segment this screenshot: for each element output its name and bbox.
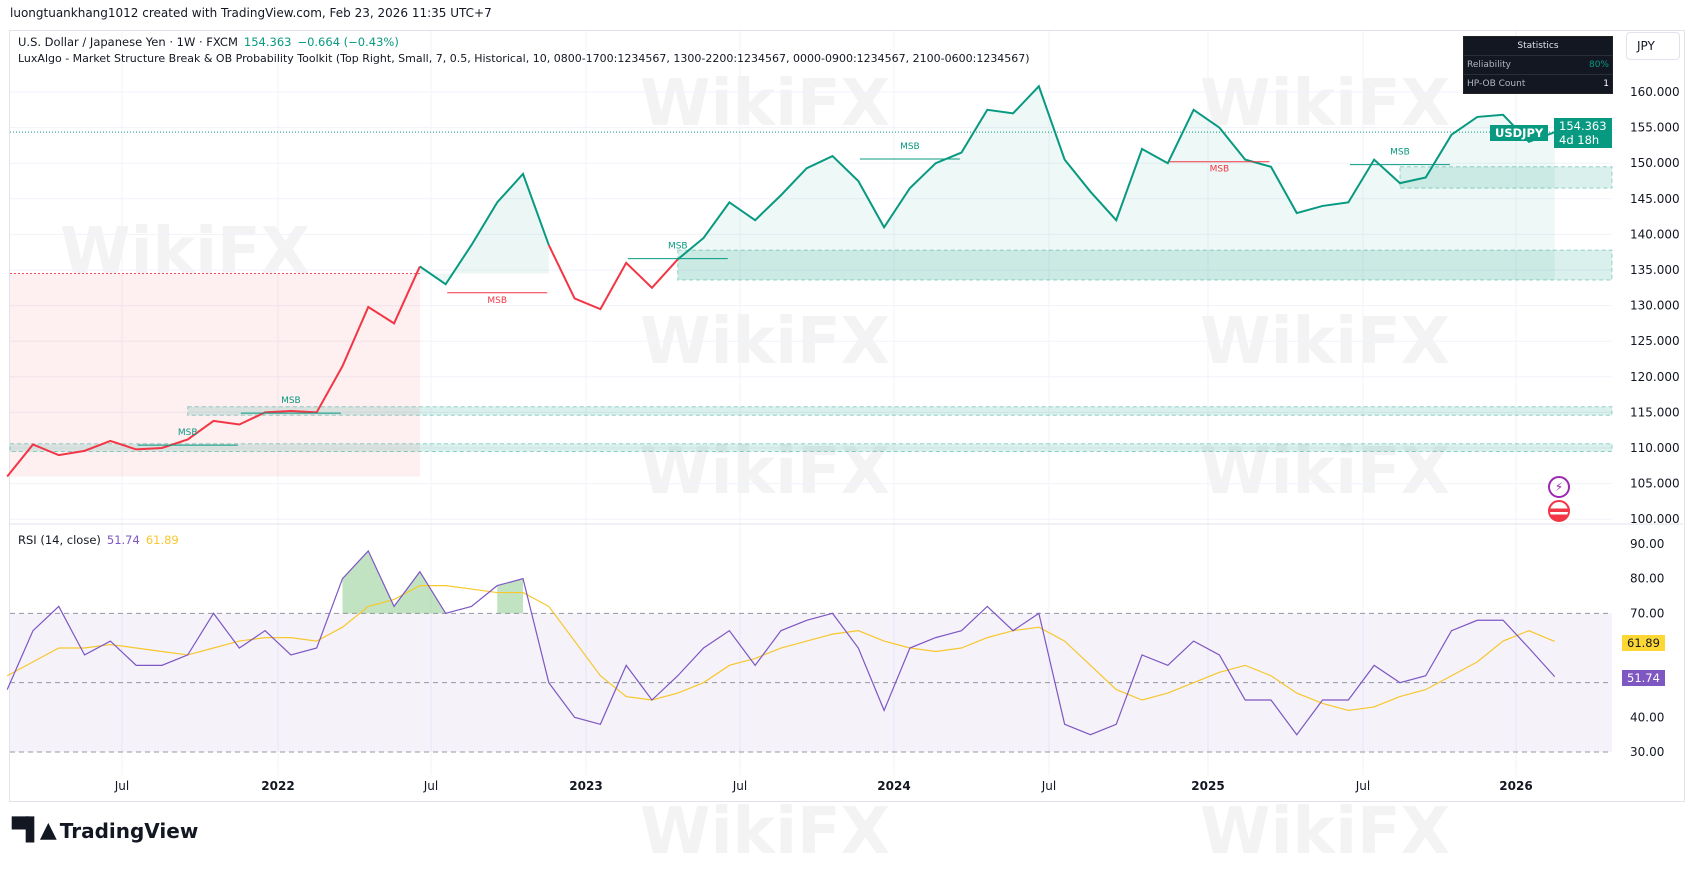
price-axis-label: 120.000: [1630, 370, 1680, 384]
price-axis-label: 100.000: [1630, 512, 1680, 526]
price-axis-label: 115.000: [1630, 405, 1680, 419]
chart-credit: luongtuankhang1012 created with TradingV…: [10, 6, 492, 20]
rsi-axis-label: 40.00: [1630, 710, 1664, 724]
price-axis-label: 150.000: [1630, 156, 1680, 170]
msb-label: MSB: [668, 242, 688, 252]
stat-row-reliability: Reliability 80%: [1464, 56, 1612, 75]
rsi-axis-label: 30.00: [1630, 745, 1664, 759]
bull-area-fill: [677, 86, 1555, 280]
time-axis-label: Jul: [1355, 779, 1370, 793]
time-axis-label: Jul: [423, 779, 438, 793]
rsi-ma-tag: 61.89: [1622, 635, 1665, 651]
msb-label: MSB: [900, 142, 920, 152]
rsi-axis-label: 70.00: [1630, 606, 1664, 620]
rsi-tag: 51.74: [1622, 670, 1665, 686]
statistics-table: Statistics Reliability 80% HP-OB Count 1: [1463, 36, 1613, 94]
rsi-overbought-fill: [342, 550, 446, 614]
lightning-icon[interactable]: ⚡: [1548, 476, 1570, 498]
price-line-bull: [677, 84, 1556, 261]
currency-button[interactable]: JPY: [1626, 32, 1680, 60]
msb-label: MSB: [178, 428, 198, 438]
stat-label: HP-OB Count: [1467, 79, 1526, 89]
order-block: [1399, 166, 1613, 189]
price-tag: 154.363 4d 18h: [1554, 118, 1612, 148]
tradingview-logo[interactable]: ▀▌▲ TradingView: [12, 818, 198, 843]
msb-label: MSB: [487, 296, 507, 306]
time-axis-label: 2024: [877, 779, 910, 793]
statistics-title: Statistics: [1464, 37, 1612, 56]
order-block: [9, 443, 1613, 453]
tradingview-logo-icon: ▀▌▲: [12, 818, 57, 843]
symbol-name: U.S. Dollar / Japanese Yen · 1W · FXCM: [18, 35, 238, 49]
time-axis-label: 2022: [261, 779, 294, 793]
price-axis-label: 105.000: [1630, 477, 1680, 491]
time-axis-label: 2026: [1499, 779, 1532, 793]
price-axis-label: 130.000: [1630, 299, 1680, 313]
rsi-ma-line: [6, 585, 1555, 712]
bar-countdown: 4d 18h: [1559, 133, 1600, 147]
rsi-legend[interactable]: RSI (14, close) 51.74 61.89: [18, 533, 179, 547]
indicator-legend[interactable]: LuxAlgo - Market Structure Break & OB Pr…: [18, 52, 1030, 65]
msb-label: MSB: [1210, 165, 1230, 175]
time-axis-label: Jul: [732, 779, 747, 793]
price-change: −0.664 (−0.43%): [297, 35, 399, 49]
msb-label: MSB: [1390, 148, 1410, 158]
rsi-axis-label: 80.00: [1630, 572, 1664, 586]
stat-value: 1: [1603, 79, 1609, 89]
price-axis-label: 140.000: [1630, 227, 1680, 241]
rsi-ma-value: 61.89: [145, 533, 179, 547]
symbol-tag: USDJPY: [1490, 125, 1549, 141]
bull-area-fill: [419, 173, 549, 285]
rsi-line: [6, 549, 1556, 736]
order-block: [187, 406, 1613, 416]
time-axis-label: 2025: [1191, 779, 1224, 793]
price-axis-label: 145.000: [1630, 192, 1680, 206]
stat-row-hp-ob-count: HP-OB Count 1: [1464, 75, 1612, 93]
price-axis-label: 125.000: [1630, 334, 1680, 348]
us-flag-icon[interactable]: [1548, 500, 1570, 522]
price-tag-value: 154.363: [1559, 119, 1607, 133]
time-axis-label: Jul: [114, 779, 129, 793]
time-axis-label: Jul: [1041, 779, 1056, 793]
price-line-bear: [6, 266, 421, 478]
price-axis-label: 155.000: [1630, 121, 1680, 135]
rsi-label: RSI (14, close): [18, 533, 101, 547]
bear-zone: [10, 273, 420, 477]
price-axis-label: 160.000: [1630, 85, 1680, 99]
msb-label: MSB: [281, 396, 301, 406]
chart-frame[interactable]: [9, 30, 1685, 802]
stat-label: Reliability: [1467, 60, 1511, 70]
price-axis-label: 110.000: [1630, 441, 1680, 455]
price-axis-label: 135.000: [1630, 263, 1680, 277]
rsi-value: 51.74: [106, 533, 140, 547]
symbol-legend[interactable]: U.S. Dollar / Japanese Yen · 1W · FXCM 15…: [18, 35, 399, 49]
brand-name: TradingView: [59, 818, 199, 843]
rsi-axis-label: 90.00: [1630, 537, 1664, 551]
stat-value: 80%: [1588, 60, 1609, 70]
last-price: 154.363: [243, 35, 292, 49]
time-axis-label: 2023: [569, 779, 602, 793]
rsi-overbought-fill: [497, 578, 524, 614]
price-line-bull: [419, 171, 550, 286]
order-block: [677, 249, 1613, 281]
price-line-bear: [547, 244, 679, 311]
